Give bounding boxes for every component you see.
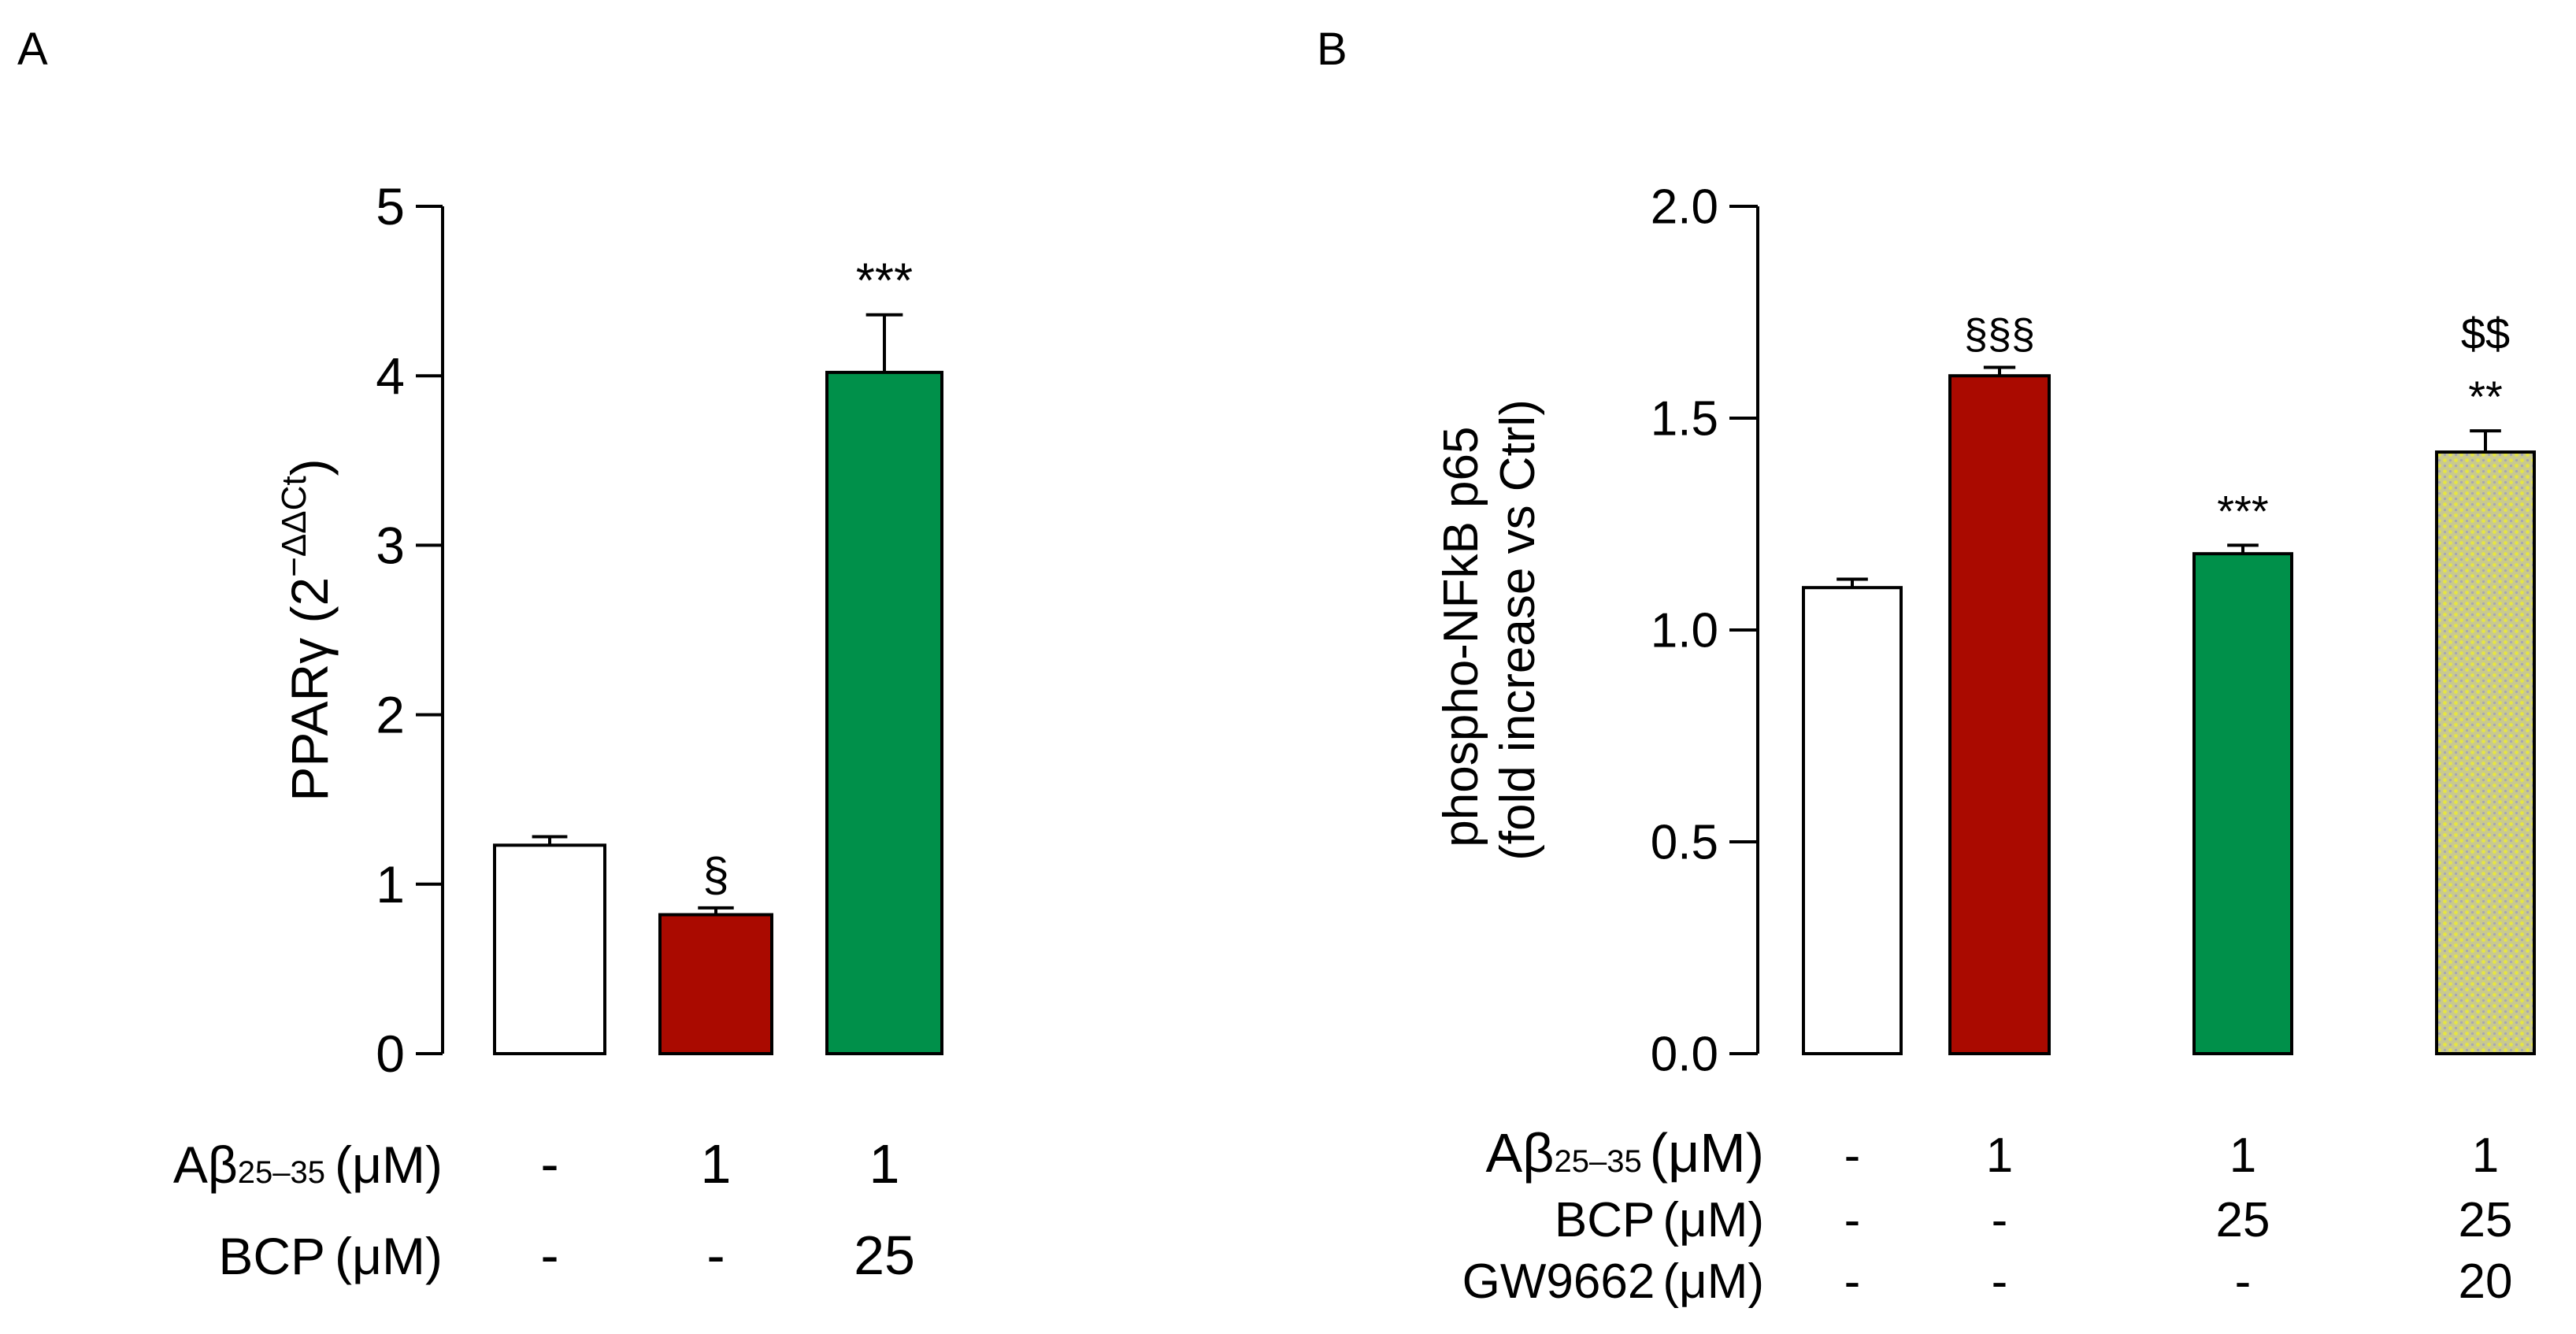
panel-a-condition-value-1-1: -: [706, 1225, 725, 1286]
panel-b-bar-0: [1802, 586, 1903, 1055]
panel-b-y-tick-label-1: 0.5: [1651, 816, 1718, 870]
panel-a-condition-name-0: Aβ: [173, 1136, 238, 1194]
panel-a-y-tick-label-5: 5: [376, 177, 405, 235]
panel-a-annotation-1-0: §: [702, 848, 728, 901]
panel-b-annotation-3-0: $$: [2461, 309, 2510, 358]
panel-b-bar-2: [2192, 552, 2293, 1055]
panel-a-condition-unit-0: (μM): [335, 1136, 443, 1194]
panel-a-condition-subscript-0: 25–35: [238, 1155, 325, 1190]
panel-a-ylabel-main: PPARγ (2: [280, 577, 339, 802]
panel-b-condition-value-0-1: 1: [1986, 1128, 2013, 1183]
panel-b-annotation-1-0: §§§: [1964, 310, 2035, 358]
panel-b-condition-value-1-1: -: [1992, 1193, 2008, 1247]
panel-b-condition-value-2-0: -: [1844, 1254, 1861, 1309]
panel-b-y-tick-label-3: 1.5: [1651, 392, 1718, 447]
panel-b-condition-name-2: GW9662: [1462, 1254, 1655, 1309]
panel-a-y-tick-label-1: 1: [376, 855, 405, 913]
panel-a-condition-value-1-0: -: [540, 1225, 558, 1286]
panel-b-condition-value-0-0: -: [1844, 1128, 1861, 1183]
panel-b-y-axis-label: phospho-NFkB p65 (fold increase vs Ctrl): [1434, 399, 1545, 861]
panel-b-y-tick-label-0: 0.0: [1651, 1028, 1718, 1082]
panel-a-condition-value-0-2: 1: [869, 1133, 900, 1195]
panel-a-bar-1: [658, 913, 773, 1056]
panel-a-condition-value-0-1: 1: [701, 1133, 732, 1195]
panel-b-condition-unit-2: (μM): [1662, 1254, 1764, 1309]
panel-b-chart: 0.0 0.5 1.0 1.5 2.0 phospho-NFkB p65 (fold i…: [1434, 180, 2536, 1309]
panel-a-y-axis-label: PPARγ (2−ΔΔCt): [275, 458, 339, 801]
panel-b-condition-name-1: BCP: [1555, 1193, 1655, 1247]
panel-a-chart: 0 1 2 3 4 5 PPARγ (2−ΔΔCt) § *** Aβ25–35 (μM) - 1…: [173, 177, 943, 1286]
panel-b-condition-value-2-2: -: [2235, 1254, 2252, 1309]
panel-a-condition-label-1: BCP (μM): [218, 1227, 443, 1285]
panel-a-condition-value-0-0: -: [540, 1133, 558, 1195]
panel-b-condition-value-0-2: 1: [2229, 1128, 2256, 1183]
panel-a-y-tick-label-4: 4: [376, 346, 405, 405]
panel-a-y-tick-label-3: 3: [376, 517, 405, 575]
panel-b-ylabel-line-1: phospho-NFkB p65: [1434, 427, 1488, 847]
panel-a-ylabel-close: ): [280, 458, 339, 476]
panel-b-condition-value-0-3: 1: [2472, 1128, 2499, 1183]
panel-b-bar-3: [2435, 450, 2536, 1055]
panel-a-condition-value-1-2: 25: [854, 1225, 915, 1286]
panel-a-y-axis: 0 1 2 3 4 5: [376, 177, 444, 1083]
panel-b-condition-value-1-0: -: [1844, 1193, 1861, 1247]
panel-b-condition-value-1-3: 25: [2459, 1193, 2513, 1247]
panel-a-condition-name-1: BCP: [218, 1227, 325, 1285]
panel-b-ylabel-line-2: (fold increase vs Ctrl): [1491, 399, 1545, 861]
panel-b-condition-unit-1: (μM): [1662, 1193, 1764, 1247]
panel-a-condition-label-0: Aβ25–35 (μM): [173, 1136, 443, 1194]
panel-a-y-tick-label-2: 2: [376, 686, 405, 744]
panel-a-bar-2: [825, 370, 943, 1055]
panel-b-y-tick-label-2: 1.0: [1651, 604, 1718, 658]
panel-b-annotation-3-1: **: [2468, 372, 2503, 421]
panel-b-condition-label-2: GW9662 (μM): [1462, 1254, 1764, 1309]
panel-b-y-tick-label-4: 2.0: [1651, 180, 1718, 235]
panel-b-condition-value-2-1: -: [1992, 1254, 2008, 1309]
panel-label-b: B: [1317, 24, 1347, 75]
panel-b-condition-unit-0: (μM): [1650, 1122, 1764, 1184]
panel-b-condition-label-0: Aβ25–35 (μM): [1486, 1122, 1764, 1184]
panel-b-condition-label-1: BCP (μM): [1555, 1193, 1764, 1247]
panel-b-condition-value-2-3: 20: [2459, 1254, 2513, 1309]
panel-b-y-axis: 0.0 0.5 1.0 1.5 2.0: [1651, 180, 1759, 1082]
panel-label-a: A: [17, 24, 48, 75]
panel-b-condition-subscript-0: 25–35: [1555, 1144, 1642, 1179]
panel-a-condition-unit-1: (μM): [335, 1227, 443, 1285]
panel-b-bar-1: [1948, 374, 2051, 1055]
panel-a-bar-0: [493, 843, 606, 1055]
panel-a-ylabel-sup: −ΔΔCt: [275, 476, 313, 576]
panel-a-y-tick-label-0: 0: [376, 1025, 405, 1083]
panel-b-condition-name-0: Aβ: [1486, 1122, 1555, 1184]
panel-a-annotation-2-0: ***: [856, 254, 913, 309]
panel-b-annotation-2-0: ***: [2217, 486, 2268, 535]
panel-b-condition-value-1-2: 25: [2216, 1193, 2270, 1247]
